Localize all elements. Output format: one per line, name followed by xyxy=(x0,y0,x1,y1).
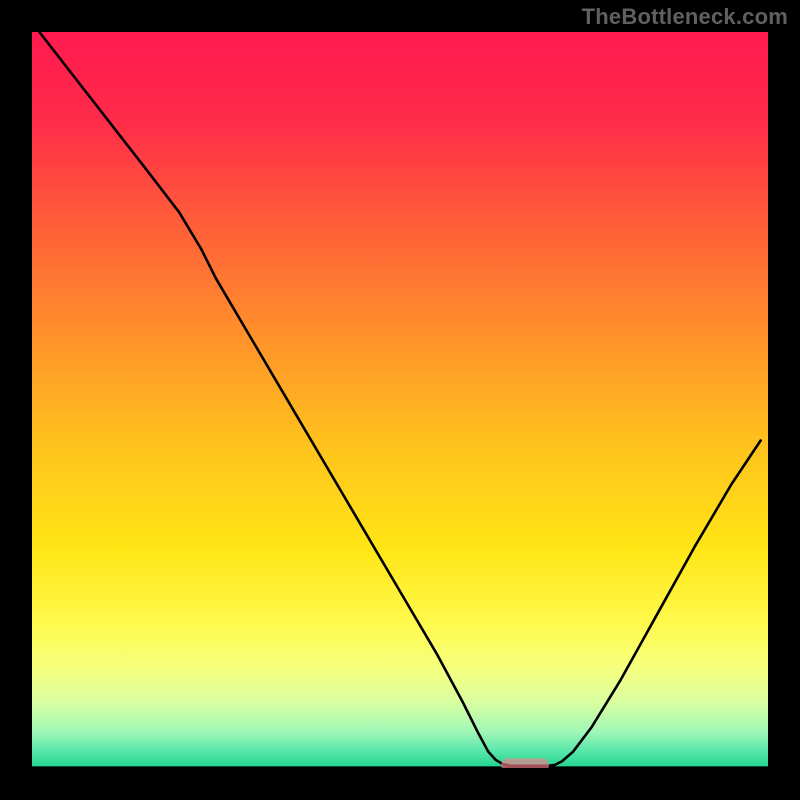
optimal-marker xyxy=(501,758,549,768)
watermark-text: TheBottleneck.com xyxy=(582,4,788,30)
chart-container: TheBottleneck.com xyxy=(0,0,800,800)
gradient-background xyxy=(32,32,768,768)
bottleneck-curve-chart xyxy=(32,32,768,768)
plot-area xyxy=(32,32,768,768)
